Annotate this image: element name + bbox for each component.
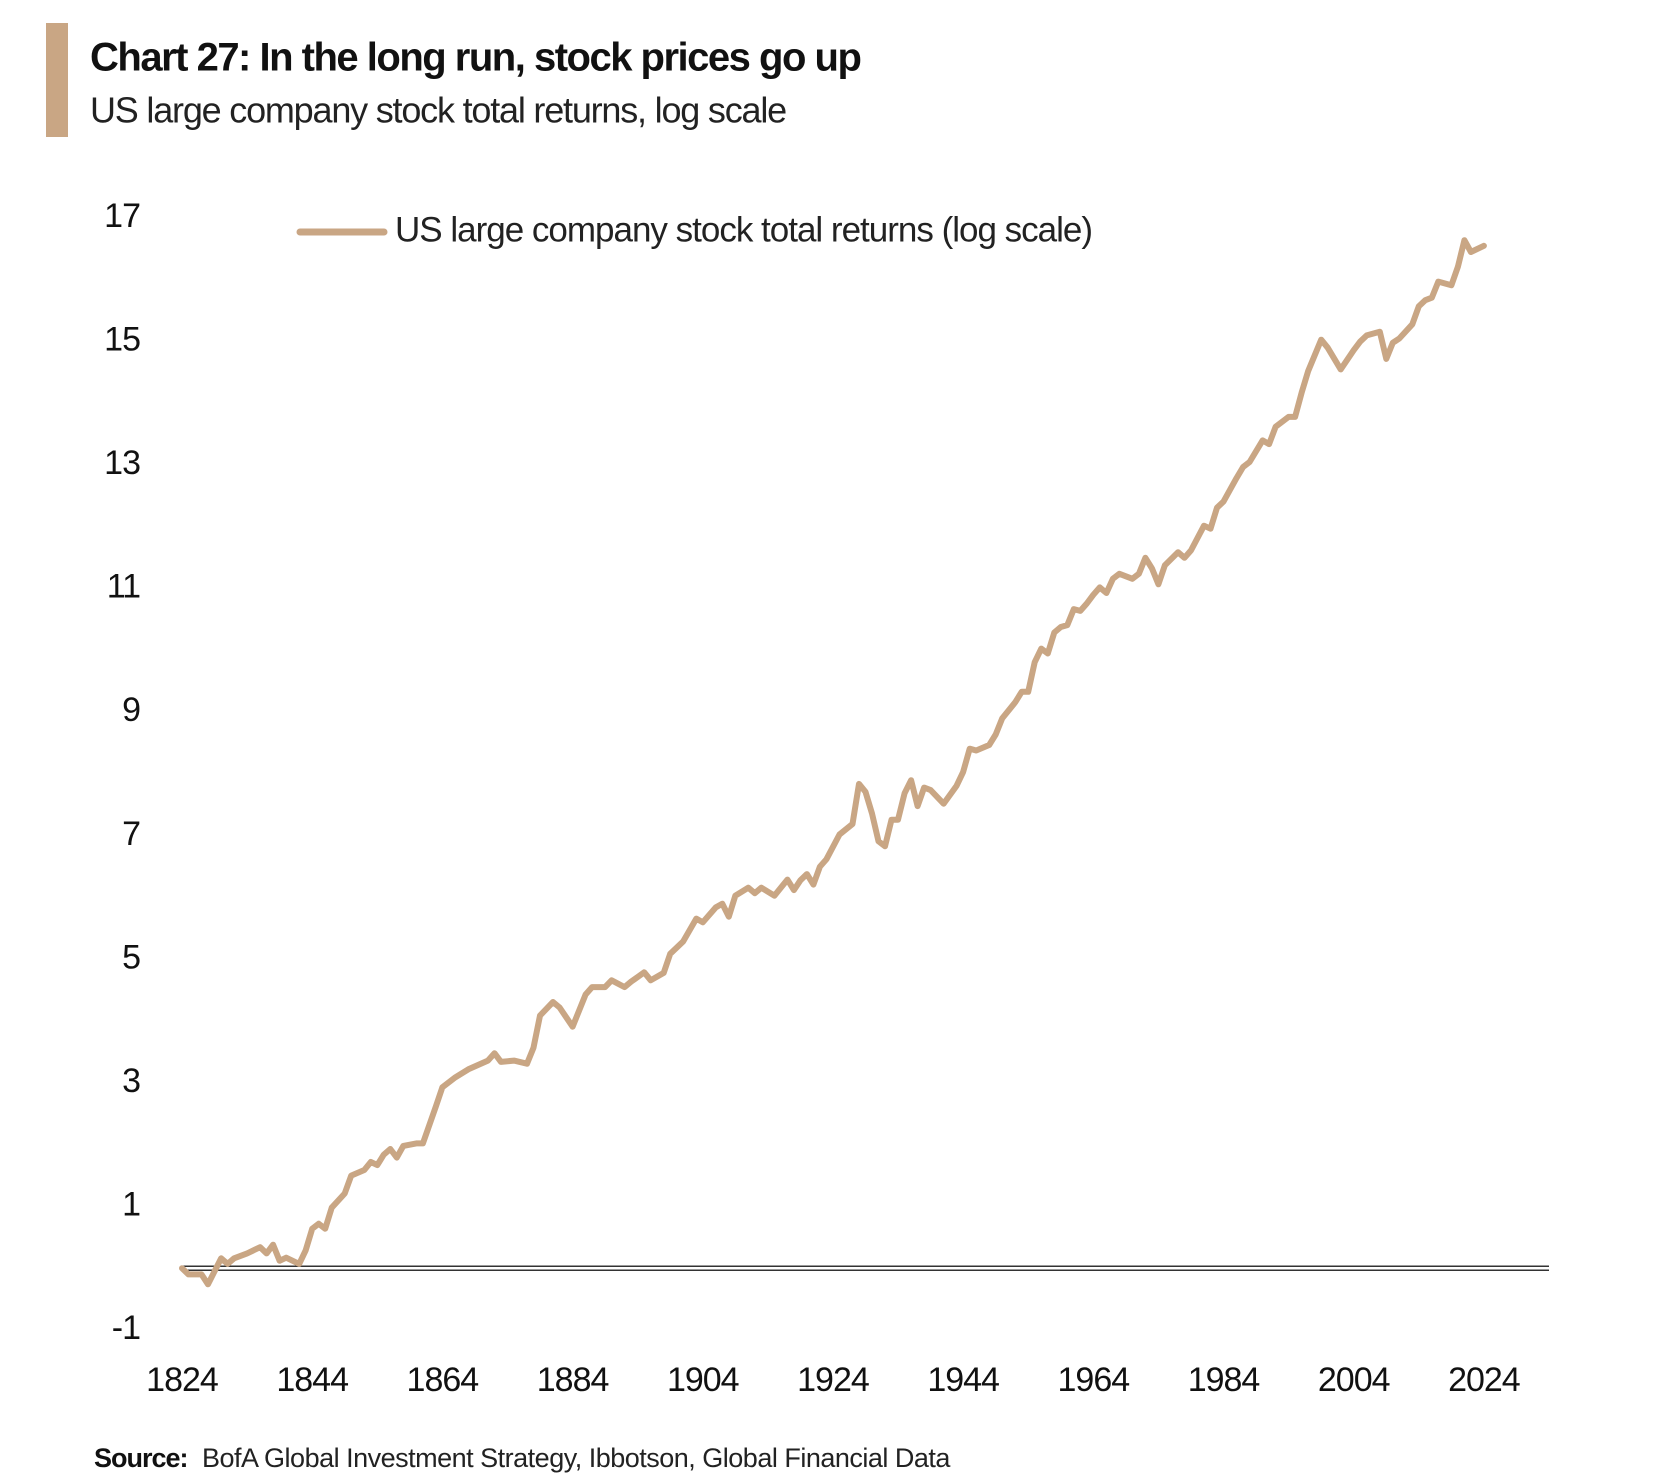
- x-tick-label: 1824: [146, 1361, 218, 1399]
- y-tick-label: 3: [122, 1062, 140, 1100]
- series-line: [179, 237, 1487, 1288]
- chart-subtitle: US large company stock total returns, lo…: [90, 90, 786, 131]
- y-tick-label: 5: [122, 938, 140, 976]
- legend-label: US large company stock total returns (lo…: [395, 210, 1092, 249]
- y-tick-label: 11: [107, 568, 140, 606]
- x-tick-label: 1964: [1058, 1361, 1130, 1399]
- x-tick-label: 1904: [667, 1361, 739, 1399]
- y-tick-label: 9: [122, 691, 140, 729]
- x-tick-label: 2004: [1318, 1361, 1390, 1399]
- chart-title: Chart 27: In the long run, stock prices …: [90, 36, 860, 80]
- x-tick-label: 1984: [1188, 1361, 1260, 1399]
- y-tick-label: 17: [104, 197, 140, 235]
- y-tick-label: 7: [122, 815, 140, 853]
- title-accent: [46, 23, 68, 137]
- x-tick-label: 2024: [1448, 1361, 1520, 1399]
- x-tick-label: 1924: [797, 1361, 869, 1399]
- y-tick-label: 15: [104, 321, 140, 359]
- x-tick-label: 1884: [537, 1361, 609, 1399]
- x-tick-label: 1864: [407, 1361, 479, 1399]
- y-tick-label: -1: [112, 1309, 140, 1347]
- y-tick-label: 13: [104, 444, 140, 482]
- x-tick-label: 1844: [276, 1361, 348, 1399]
- y-tick-label: 1: [122, 1185, 140, 1223]
- x-tick-label: 1944: [927, 1361, 999, 1399]
- source-label: Source:: [94, 1443, 188, 1473]
- source-text: BofA Global Investment Strategy, Ibbotso…: [202, 1443, 951, 1473]
